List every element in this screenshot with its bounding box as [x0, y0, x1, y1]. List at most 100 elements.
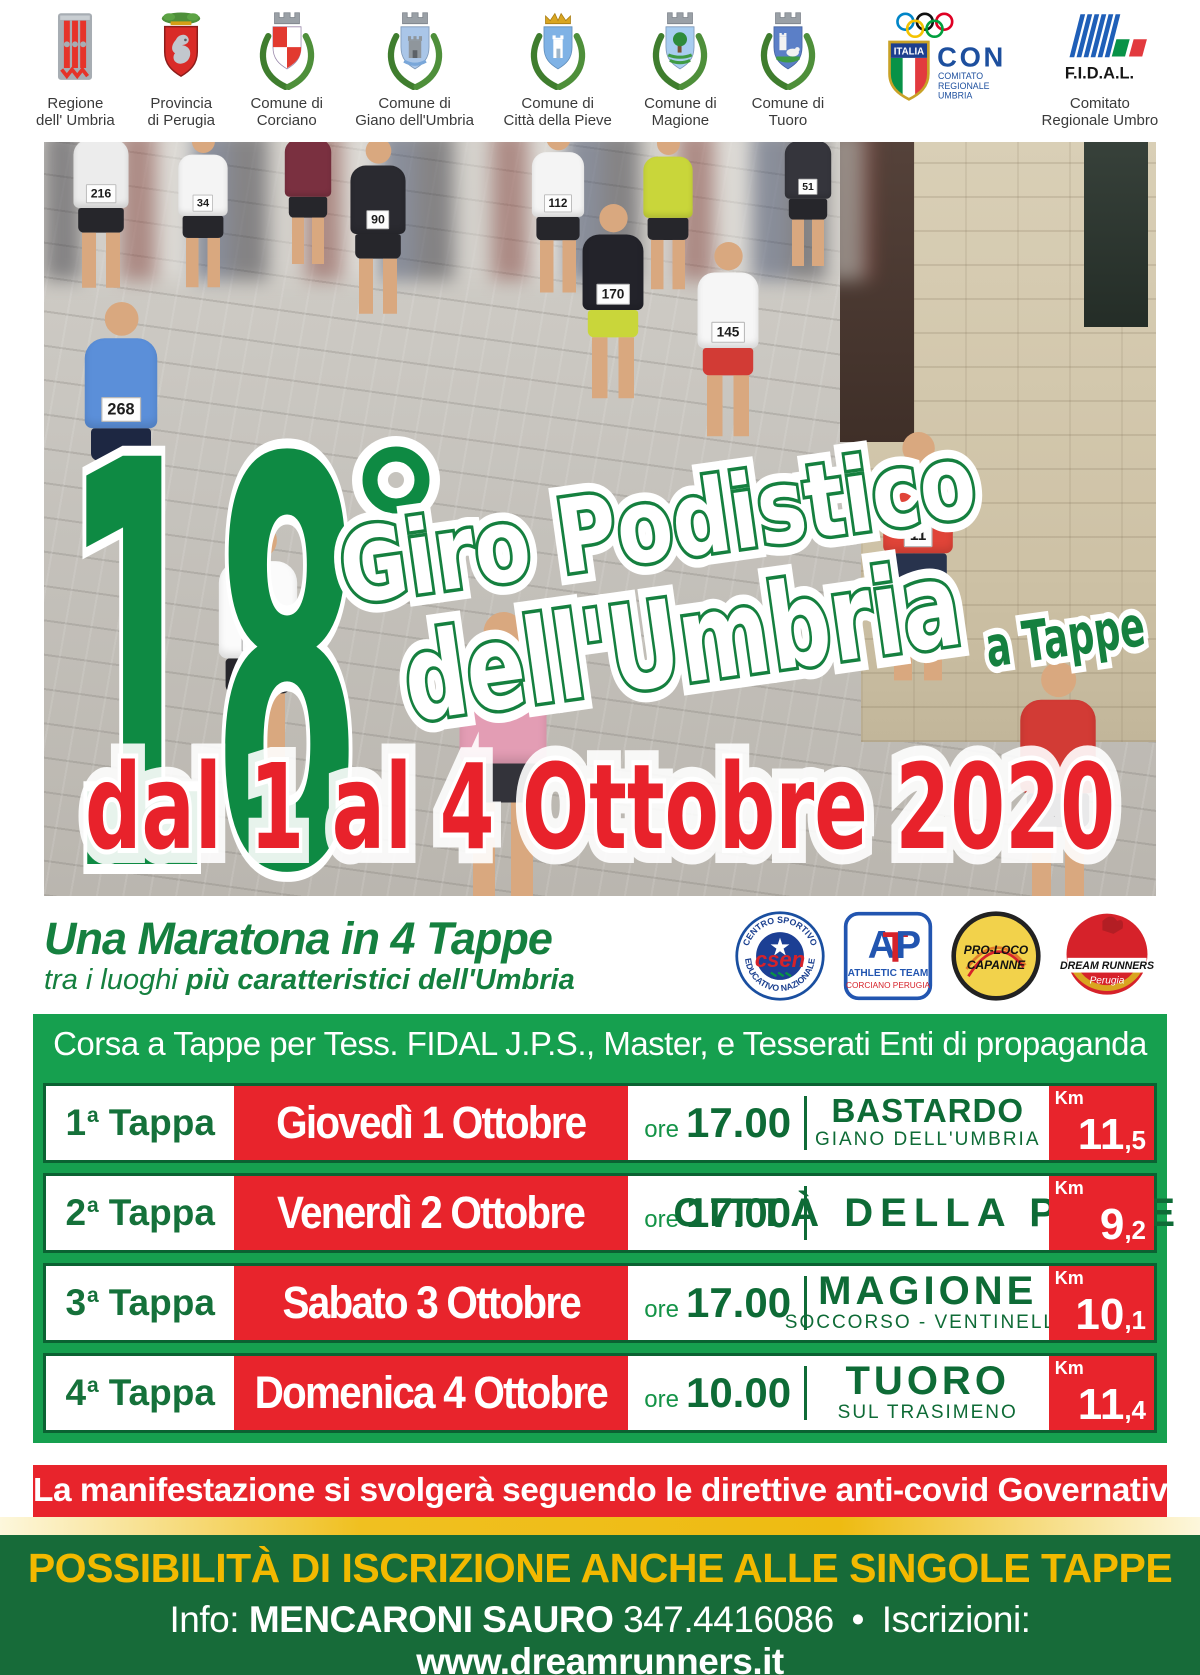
- stage-row-4: 4 a Tappa Domenica 4 Ottobre ore 10.00 TUOR…: [43, 1353, 1157, 1433]
- subtitle-section: Una Maratona in 4 Tappe tra i luoghi più…: [44, 908, 1156, 1004]
- footer: POSSIBILITÀ DI ISCRIZIONE ANCHE ALLE SIN…: [0, 1535, 1200, 1675]
- runner-figure: 51: [784, 142, 832, 266]
- stage-number: 3 a Tappa: [65, 1282, 215, 1323]
- logo-comune-corciano: Comune di Corciano: [248, 8, 326, 130]
- runner-figure: 11: [883, 432, 953, 681]
- stage-row-1: 1 a Tappa Giovedì 1 Ottobre ore 17.00 BASTA…: [43, 1083, 1157, 1163]
- stage-table-header: Corsa a Tappe per Tess. FIDAL J.P.S., Ma…: [53, 1025, 1147, 1062]
- stage-date: Sabato 3 Ottobre: [234, 1266, 628, 1340]
- svg-text:PRO-LOCO: PRO-LOCO: [964, 943, 1029, 957]
- contact-name: MENCARONI SAURO: [248, 1599, 614, 1640]
- stage-time: ore 17.00: [644, 1279, 792, 1326]
- logo-comune-magione: Comune di Magione: [641, 8, 719, 130]
- svg-text:Perugia: Perugia: [1090, 976, 1125, 987]
- runner-figure: [1020, 662, 1096, 896]
- svg-text:UMBRIA: UMBRIA: [938, 90, 972, 100]
- title-suffix: a Tappe: [981, 594, 1148, 681]
- runner-figure: [284, 142, 332, 264]
- divider: [803, 1275, 807, 1331]
- runner-figure: 216: [73, 142, 129, 288]
- stage-time: ore 10.00: [644, 1369, 792, 1416]
- subtitle-text: Una Maratona in 4 Tappe tra i luoghi più…: [44, 915, 575, 997]
- stage-distance: Km 11,4: [1048, 1356, 1154, 1430]
- regione-umbria-banner-icon: [58, 13, 93, 80]
- tuoro-crest-icon: [760, 12, 815, 91]
- svg-text:dal 1 al 4 Ottobre 2020: dal 1 al 4 Ottobre 2020: [85, 738, 1115, 876]
- coni-olympic-logo: ITALIA CONI COMITATO REGIONALE UMBRIA: [888, 12, 1007, 101]
- stage-location: CITTÀ DELLA PIEVE: [673, 1191, 1183, 1235]
- runner-figure: 34: [178, 142, 228, 288]
- edition-number: 18: [62, 345, 362, 896]
- contact-phone: 347.4416086: [623, 1599, 834, 1640]
- stage-number: 4 a Tappa: [65, 1372, 215, 1413]
- svg-text:CAPANNE: CAPANNE: [967, 958, 1026, 972]
- runner-figure: [459, 612, 547, 896]
- stage-distance: Km 10,1: [1048, 1266, 1154, 1340]
- institution-logos-bar: Regione dell' Umbria Provincia di Perugia: [0, 0, 1200, 136]
- stage-time: ore 17.00: [644, 1189, 792, 1236]
- runner-figure: 145: [697, 242, 759, 437]
- date-banner: dal 1 al 4 Ottobre 2020: [85, 738, 1115, 876]
- stage-time: ore 17.00: [644, 1099, 792, 1146]
- stage-date: Domenica 4 Ottobre: [234, 1356, 628, 1430]
- stage-row-2: 2 a Tappa Venerdì 2 Ottobre ore 17.00 CITTÀ…: [43, 1173, 1183, 1253]
- registration-notice: POSSIBILITÀ DI ISCRIZIONE ANCHE ALLE SIN…: [27, 1545, 1173, 1591]
- svg-text:T: T: [882, 924, 908, 971]
- subtitle-line2: tra i luoghi più caratteristici dell'Umb…: [44, 964, 575, 997]
- stage-date: Venerdì 2 Ottobre: [234, 1176, 628, 1250]
- proloco-capanne-logo: PRO-LOCO CAPANNE: [951, 911, 1041, 1001]
- stage-distance: Km 11,5: [1048, 1086, 1154, 1160]
- stage-location: MAGIONE SOCCORSO - VENTINELLA: [784, 1269, 1071, 1333]
- svg-text:A: A: [868, 924, 896, 967]
- gold-stripe: [0, 1517, 1200, 1535]
- logo-coni: ITALIA CONI COMITATO REGIONALE UMBRIA: [856, 8, 1006, 106]
- logo-provincia-perugia: Provincia di Perugia: [144, 8, 218, 130]
- logo-comune-tuoro: Comune di Tuoro: [749, 8, 827, 130]
- runner-figure: 90: [350, 142, 406, 314]
- divider: [803, 1185, 807, 1241]
- stage-number: 2 a Tappa: [65, 1192, 215, 1233]
- runner-figure: 268: [84, 302, 158, 534]
- race-bib: 216: [85, 183, 117, 204]
- title-overlay: 18 Giro Podistico Giro Podistico dell'Um…: [52, 335, 1155, 896]
- runner-figure: 35: [218, 522, 298, 815]
- runner-figure: [643, 142, 693, 290]
- logo-fidal: F.I.D.A.L. Comitato Regionale Umbro: [1036, 8, 1164, 130]
- logo-comune-giano: Comune di Giano dell'Umbria: [355, 8, 474, 130]
- stage-distance: Km 9,2: [1048, 1176, 1154, 1250]
- coni-name: CONI: [938, 42, 1007, 73]
- sponsor-logos: CENTRO SPORTIVO EDUCATIVO NAZIONALE csen…: [734, 910, 1156, 1002]
- svg-text:DREAM RUNNERS: DREAM RUNNERS: [1060, 960, 1154, 972]
- runner-figure: 112: [531, 142, 585, 293]
- race-photo: 216 34 51 90 112 268 170 145 11 35 1: [44, 142, 1156, 896]
- subtitle-line1: Una Maratona in 4 Tappe: [44, 912, 553, 964]
- coni-italia-label: ITALIA: [894, 46, 925, 57]
- stage-table: Corsa a Tappe per Tess. FIDAL J.P.S., Ma…: [33, 1014, 1183, 1443]
- svg-text:REGIONALE: REGIONALE: [938, 81, 990, 91]
- provincia-perugia-crest-icon: [161, 12, 201, 78]
- giano-crest-icon: [387, 12, 442, 91]
- magione-crest-icon: [653, 12, 708, 91]
- corciano-crest-icon: [259, 12, 314, 91]
- dream-runners-logo: DREAM RUNNERS Perugia: [1060, 913, 1154, 995]
- runner-figure: 170: [582, 204, 644, 399]
- svg-text:CORCIANO PERUGIA: CORCIANO PERUGIA: [846, 981, 931, 990]
- svg-text:COMITATO: COMITATO: [938, 71, 983, 81]
- contact-line: Info: MENCARONI SAURO 347.4416086 • Iscr…: [0, 1599, 1200, 1675]
- csen-name: csen: [755, 947, 805, 972]
- stage-location: TUORO SUL TRASIMENO: [837, 1359, 1018, 1423]
- fidal-logo: F.I.D.A.L.: [1065, 14, 1147, 82]
- svg-text:ATHLETIC TEAM: ATHLETIC TEAM: [848, 968, 929, 979]
- divider: [803, 1095, 807, 1151]
- stage-number: 1 a Tappa: [65, 1102, 215, 1143]
- stage-row-3: 3 a Tappa Sabato 3 Ottobre ore 17.00 MAGION…: [43, 1263, 1157, 1343]
- fidal-name: F.I.D.A.L.: [1065, 64, 1134, 82]
- stage-location: BASTARDO GIANO DELL'UMBRIA: [814, 1092, 1041, 1150]
- atp-logo: A T P ATHLETIC TEAM CORCIANO PERUGIA: [843, 911, 933, 1001]
- dreamrunners-link[interactable]: www.dreamrunners.it: [416, 1641, 784, 1675]
- svg-text:P: P: [895, 924, 921, 967]
- covid-banner: La manifestazione si svolgerà seguendo l…: [33, 1465, 1200, 1517]
- logo-caption: Regione: [47, 95, 104, 112]
- logo-regione-umbria: Regione dell' Umbria: [36, 8, 115, 130]
